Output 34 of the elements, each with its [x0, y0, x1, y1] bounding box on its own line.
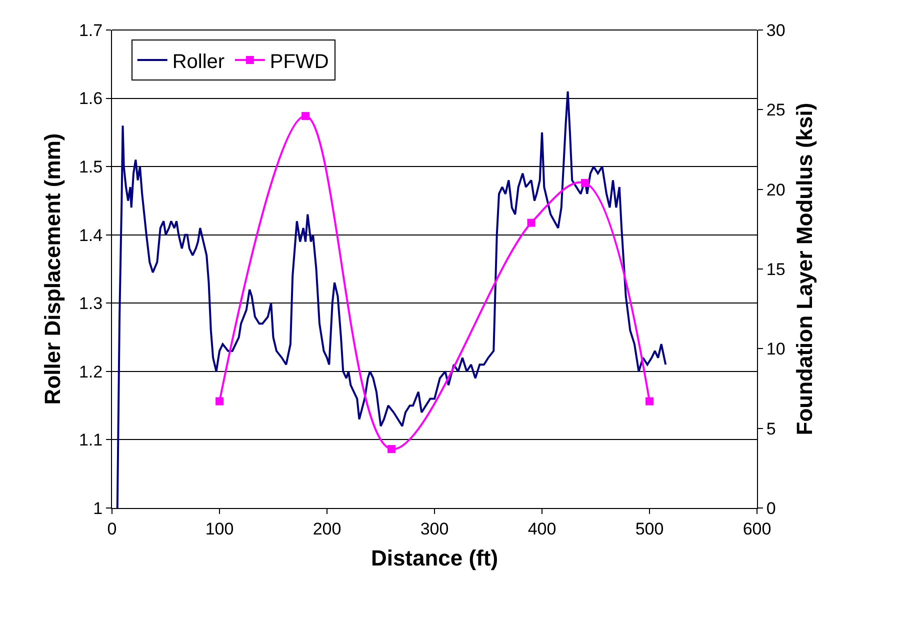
x-tick-label: 300 — [420, 519, 449, 538]
point — [302, 112, 310, 120]
x-axis-title: Distance (ft) — [370, 545, 498, 570]
point — [581, 178, 589, 187]
y2-tick-label: 10 — [766, 340, 786, 359]
point — [646, 397, 654, 406]
y-tick-label: 1 — [93, 498, 103, 518]
x-tick-label: 400 — [528, 519, 556, 538]
line-series — [116, 90, 667, 508]
x-tick-label: 600 — [742, 519, 772, 538]
y2-tick-label: 0 — [766, 498, 776, 518]
y2-axis-title: Foundation Layer Modulus (ksi) — [792, 102, 818, 436]
legend-label: Roller — [172, 50, 225, 73]
y-tick-label: 1.1 — [78, 430, 103, 450]
point — [388, 445, 396, 454]
y-axis-title: Roller Displacement (mm) — [40, 133, 65, 405]
point — [216, 397, 224, 406]
legend-label: PFWD — [270, 50, 329, 73]
y2-tick-label: 15 — [766, 260, 786, 279]
y-tick-label: 1.4 — [78, 226, 103, 245]
x-tick-label: 100 — [205, 519, 234, 538]
y2-tick-label: 25 — [766, 100, 786, 120]
x-tick-label: 0 — [107, 519, 117, 538]
y-tick-label: 1.3 — [78, 294, 103, 314]
y2-tick-label: 30 — [766, 20, 786, 40]
y2-tick-label: 20 — [766, 180, 786, 200]
y-tick-label: 1.2 — [78, 362, 103, 382]
y-tick-label: 1.5 — [78, 158, 103, 177]
x-tick-label: 500 — [635, 519, 664, 538]
y-tick-label: 1.6 — [78, 89, 103, 108]
point — [527, 218, 536, 227]
y2-tick-label: 5 — [766, 419, 776, 438]
y-tick-label: 1.7 — [78, 20, 103, 40]
x-tick-label: 200 — [312, 519, 342, 538]
